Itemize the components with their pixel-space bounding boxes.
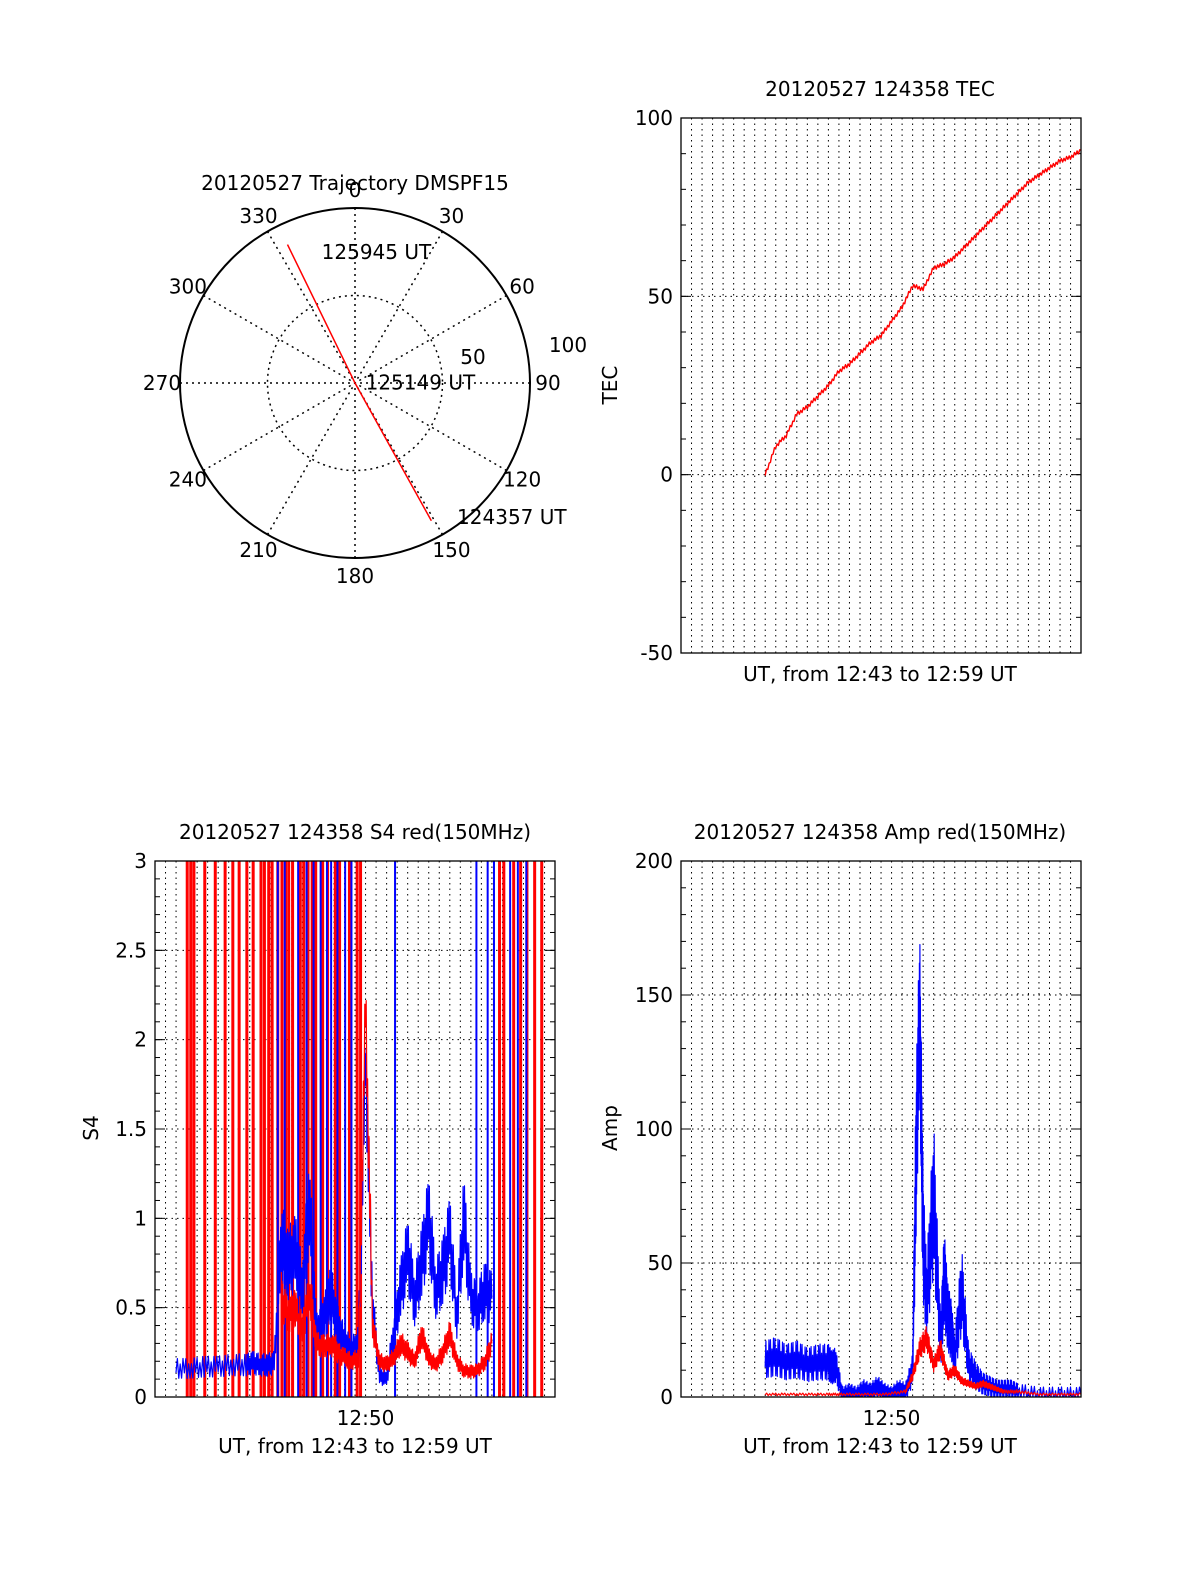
polar-angle-label-330: 330 <box>239 204 277 228</box>
polar-angle-label-0: 0 <box>349 178 362 202</box>
amp-plot: 20120527 124358 Amp red(150MHz) Amp UT, … <box>598 820 1082 1458</box>
trajectory-series <box>286 244 433 522</box>
polar-angle-label-120: 120 <box>503 468 541 492</box>
s4-ylabel: S4 <box>79 1115 103 1140</box>
plot-frame <box>680 860 1082 1398</box>
ytick-label: 0.5 <box>115 1296 147 1320</box>
ytick-label: 2 <box>134 1028 147 1052</box>
ytick-label: 1 <box>134 1206 147 1230</box>
s4-xlabel: UT, from 12:43 to 12:59 UT <box>218 1434 493 1458</box>
tec-ylabel: TEC <box>598 366 622 406</box>
polar-angle-label-90: 90 <box>535 371 560 395</box>
ytick-label: 0 <box>660 1385 673 1409</box>
red-series-line <box>764 149 1081 476</box>
trajectory-polar-plot: 20120527 Trajectory DMSPF15 0 30 60 90 120 15… <box>143 171 587 588</box>
polar-angle-label-60: 60 <box>509 275 534 299</box>
ytick-label: 50 <box>648 284 673 308</box>
amp-title: 20120527 124358 Amp red(150MHz) <box>694 820 1066 844</box>
trajectory-line <box>286 244 433 522</box>
s4-plot: 20120527 124358 S4 red(150MHz) S4 UT, fr… <box>79 820 556 1458</box>
s4-plot-body: 0 0.5 1 1.5 2 2.5 3 12:50 <box>115 849 556 1430</box>
red-series-line <box>280 1000 493 1379</box>
tec-xlabel: UT, from 12:43 to 12:59 UT <box>743 662 1018 686</box>
amp-xlabel: UT, from 12:43 to 12:59 UT <box>743 1434 1018 1458</box>
polar-angle-label-30: 30 <box>439 204 464 228</box>
xtick-label: 12:50 <box>863 1406 921 1430</box>
trajectory-annotation: 125945 UT <box>322 240 432 264</box>
amp-ylabel: Amp <box>598 1105 622 1151</box>
ytick-label: 150 <box>635 983 673 1007</box>
blue-series-line <box>764 943 1081 1397</box>
polar-angle-label-270: 270 <box>143 371 181 395</box>
tec-title: 20120527 124358 TEC <box>765 77 995 101</box>
amp-plot-body: 0 50 100 150 200 12:50 <box>635 849 1082 1430</box>
ytick-label: 50 <box>648 1251 673 1275</box>
radial-tick-label-100: 100 <box>549 333 587 357</box>
polar-angle-label-180: 180 <box>336 564 374 588</box>
ytick-label: 0 <box>660 463 673 487</box>
trajectory-annotations: 125945 UT 125149 UT 124357 UT <box>322 240 568 529</box>
polar-angle-label-150: 150 <box>432 538 470 562</box>
polar-circle-50 <box>266 294 444 472</box>
s4-title: 20120527 124358 S4 red(150MHz) <box>179 820 531 844</box>
ytick-label: 3 <box>134 849 147 873</box>
ytick-label: 100 <box>635 1117 673 1141</box>
trajectory-annotation: 124357 UT <box>457 505 567 529</box>
plot-area <box>764 943 1081 1397</box>
radial-tick-label-50: 50 <box>460 345 485 369</box>
trajectory-title: 20120527 Trajectory DMSPF15 <box>201 171 509 195</box>
plot-frame <box>154 860 556 1398</box>
ytick-label: 1.5 <box>115 1117 147 1141</box>
xtick-label: 12:50 <box>337 1406 395 1430</box>
plot-frame <box>680 117 1082 654</box>
plot-area <box>175 861 544 1397</box>
trajectory-annotation: 125149 UT <box>366 370 476 394</box>
plot-area <box>764 149 1081 476</box>
polar-outer-circle <box>179 207 531 559</box>
polar-angle-label-240: 240 <box>169 468 207 492</box>
ytick-label: 100 <box>635 106 673 130</box>
polar-angle-label-300: 300 <box>169 275 207 299</box>
ytick-label: 0 <box>134 1385 147 1409</box>
red-series-line <box>764 1326 1081 1397</box>
ytick-label: -50 <box>640 641 673 665</box>
ytick-label: 2.5 <box>115 938 147 962</box>
tec-plot: 20120527 124358 TEC TEC UT, from 12:43 t… <box>598 77 1082 686</box>
polar-angle-labels: 0 30 60 90 120 150 180 210 240 270 300 330 <box>143 178 561 588</box>
ytick-label: 200 <box>635 849 673 873</box>
tec-plot-body: -50 0 50 100 <box>635 106 1082 665</box>
polar-angle-label-210: 210 <box>239 538 277 562</box>
